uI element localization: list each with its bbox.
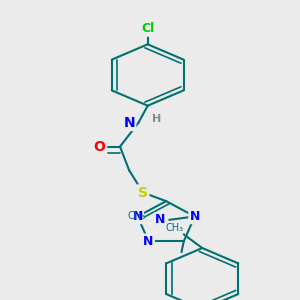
- Text: N: N: [143, 235, 154, 248]
- Text: CH₃: CH₃: [166, 223, 184, 232]
- Text: O: O: [93, 140, 105, 154]
- Text: N: N: [155, 213, 165, 226]
- Text: N: N: [190, 210, 200, 223]
- Text: N: N: [132, 210, 143, 223]
- Text: Cl: Cl: [141, 22, 154, 35]
- Text: S: S: [138, 186, 148, 200]
- Text: CH₃: CH₃: [128, 212, 146, 221]
- Text: H: H: [152, 114, 161, 124]
- Text: N: N: [123, 116, 135, 130]
